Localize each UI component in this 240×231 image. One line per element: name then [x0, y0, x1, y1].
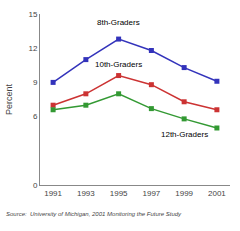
svg-text:12: 12 — [28, 44, 37, 53]
svg-text:1999: 1999 — [175, 189, 193, 198]
svg-text:1991: 1991 — [44, 189, 62, 198]
svg-text:15: 15 — [28, 10, 37, 19]
svg-text:1997: 1997 — [142, 189, 160, 198]
svg-text:Source: University of Michiga: Source: University of Michigan, 2001 Mon… — [6, 211, 182, 217]
svg-text:12th-Graders: 12th-Graders — [161, 130, 208, 139]
svg-text:8th-Graders: 8th-Graders — [97, 18, 140, 27]
svg-text:9: 9 — [33, 78, 38, 87]
svg-text:2001: 2001 — [208, 189, 226, 198]
svg-text:1995: 1995 — [110, 189, 128, 198]
svg-text:10th-Graders: 10th-Graders — [95, 60, 142, 69]
svg-text:Percent: Percent — [4, 83, 14, 115]
svg-text:6: 6 — [33, 112, 38, 121]
svg-text:0: 0 — [33, 181, 38, 190]
svg-text:1993: 1993 — [77, 189, 95, 198]
